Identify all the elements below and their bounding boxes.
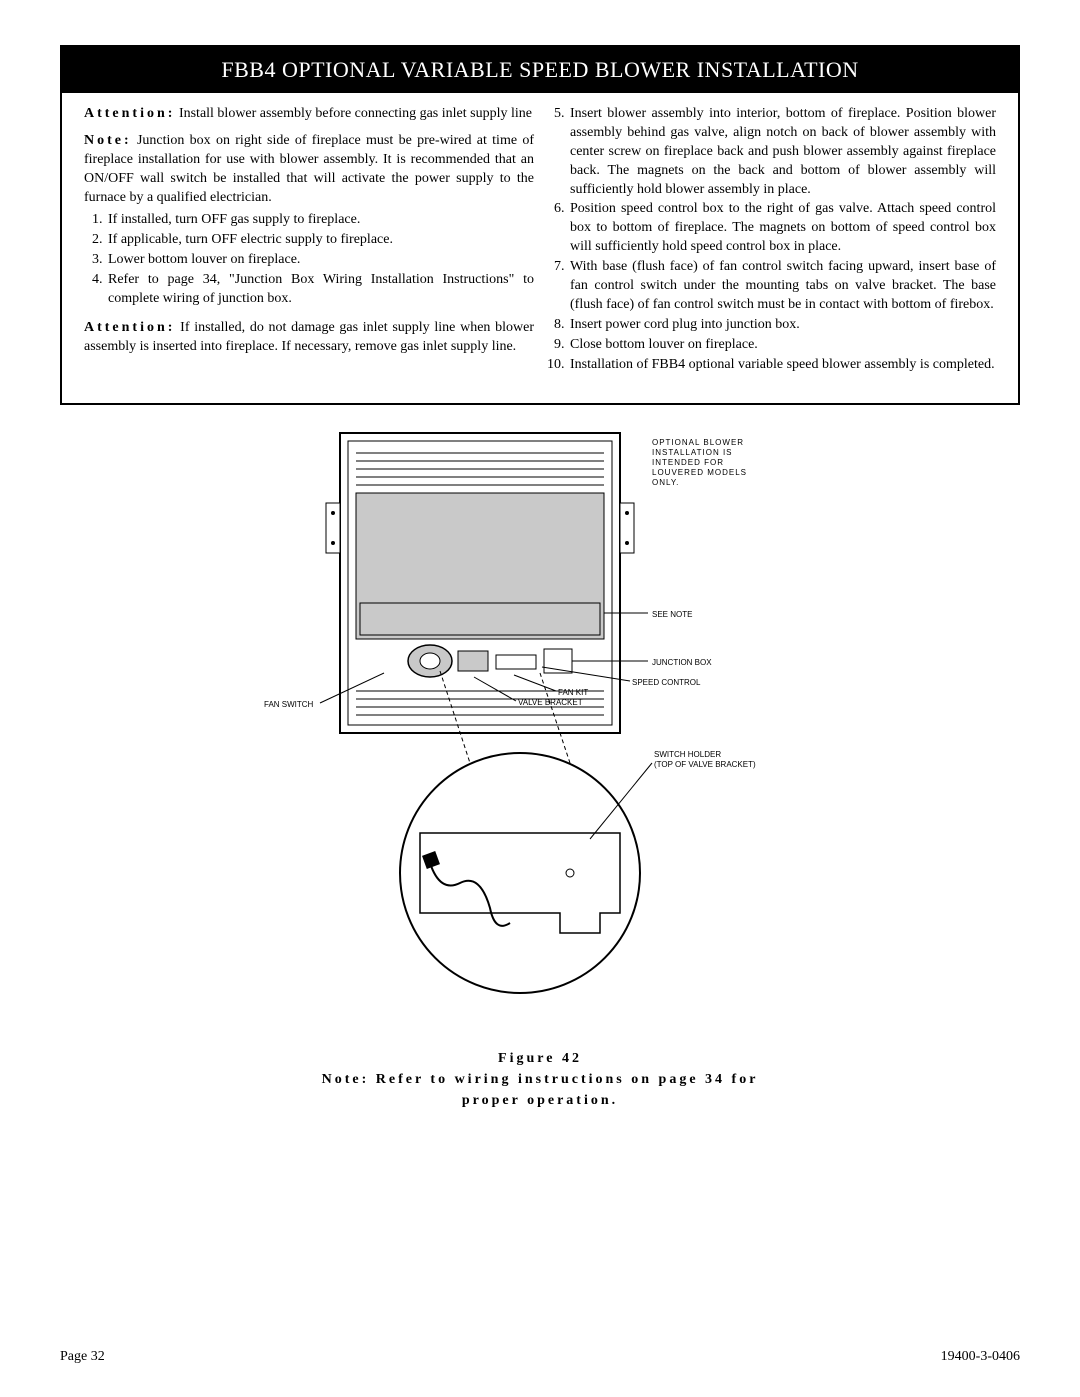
step-1: If installed, turn OFF gas supply to fir…	[106, 211, 534, 230]
label-switch-holder-2: (TOP OF VALVE BRACKET)	[654, 760, 756, 769]
label-junction-box: JUNCTION BOX	[652, 658, 712, 667]
figure-caption: Figure 42 Note: Refer to wiring instruct…	[60, 1048, 1020, 1111]
attention-block-1: Attention: Install blower assembly befor…	[84, 105, 534, 124]
figure-number: Figure 42	[60, 1048, 1020, 1069]
svg-text:INTENDED FOR: INTENDED FOR	[652, 458, 724, 467]
content-columns: Attention: Install blower assembly befor…	[62, 93, 1018, 403]
fireplace-diagram: OPTIONAL BLOWER INSTALLATION IS INTENDED…	[260, 413, 820, 1023]
svg-text:LOUVERED MODELS: LOUVERED MODELS	[652, 468, 747, 477]
label-fan-switch: FAN SWITCH	[264, 700, 314, 709]
right-steps: Insert blower assembly into interior, bo…	[568, 105, 996, 374]
svg-text:ONLY.: ONLY.	[652, 478, 679, 487]
figure-wrap: OPTIONAL BLOWER INSTALLATION IS INTENDED…	[60, 413, 1020, 1111]
label-valve-bracket: VALVE BRACKET	[518, 698, 583, 707]
attention-text: Install blower assembly before connectin…	[179, 106, 532, 121]
step-5: Insert blower assembly into interior, bo…	[568, 105, 996, 199]
note-label: Note:	[84, 133, 132, 148]
step-9: Close bottom louver on fireplace.	[568, 336, 996, 355]
svg-text:INSTALLATION IS: INSTALLATION IS	[652, 448, 733, 457]
page-number: Page 32	[60, 1349, 105, 1365]
page-footer: Page 32 19400-3-0406	[60, 1349, 1020, 1365]
step-6: Position speed control box to the right …	[568, 200, 996, 257]
figure-note-line: Note: Refer to wiring instructions on pa…	[60, 1069, 1020, 1090]
step-3: Lower bottom louver on fireplace.	[106, 251, 534, 270]
attention2-label: Attention:	[84, 320, 175, 335]
label-speed-control: SPEED CONTROL	[632, 678, 701, 687]
note-block: Note: Junction box on right side of fire…	[84, 132, 534, 208]
figure-note-line2: proper operation.	[60, 1090, 1020, 1111]
left-steps: If installed, turn OFF gas supply to fir…	[106, 211, 534, 308]
label-switch-holder: SWITCH HOLDER	[654, 750, 721, 759]
svg-text:OPTIONAL BLOWER: OPTIONAL BLOWER	[652, 438, 744, 447]
doc-number: 19400-3-0406	[941, 1349, 1020, 1365]
label-see-note: SEE NOTE	[652, 610, 692, 619]
step-8: Insert power cord plug into junction box…	[568, 316, 996, 335]
step-4: Refer to page 34, "Junction Box Wiring I…	[106, 271, 534, 309]
step-10: Installation of FBB4 optional variable s…	[568, 356, 996, 375]
step-7: With base (flush face) of fan control sw…	[568, 258, 996, 315]
step-2: If applicable, turn OFF electric supply …	[106, 231, 534, 250]
left-column: Attention: Install blower assembly befor…	[78, 105, 540, 375]
note-text: Junction box on right side of fireplace …	[84, 133, 534, 205]
attention-block-2: Attention: If installed, do not damage g…	[84, 319, 534, 357]
label-fan-kit: FAN KIT	[558, 688, 588, 697]
right-column: Insert blower assembly into interior, bo…	[540, 105, 1002, 375]
title-bar: FBB4 OPTIONAL VARIABLE SPEED BLOWER INST…	[62, 47, 1018, 93]
attention-label: Attention:	[84, 106, 175, 121]
instruction-box: FBB4 OPTIONAL VARIABLE SPEED BLOWER INST…	[60, 45, 1020, 405]
